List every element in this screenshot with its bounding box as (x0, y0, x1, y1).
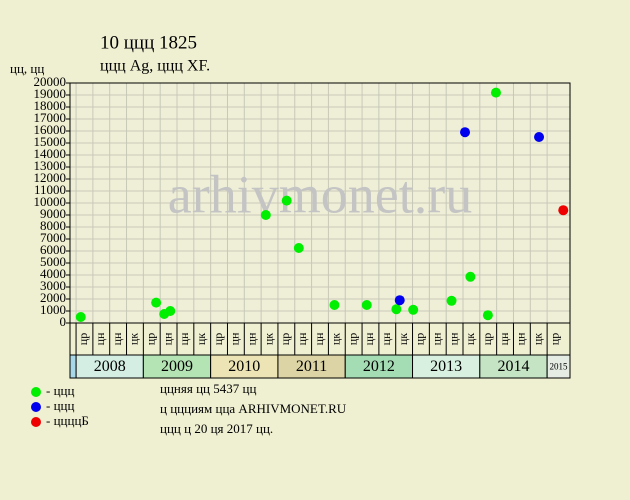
quarter-label: цк (396, 333, 410, 345)
quarter-label: цк (329, 333, 343, 345)
point (281, 195, 292, 206)
y-tick-label: 19000 (34, 86, 67, 101)
legend-label: - ццц (46, 398, 74, 413)
quarter-label: цк (530, 333, 544, 345)
year-label: 2009 (161, 358, 193, 375)
point (260, 210, 271, 220)
quarter-label: цр (278, 333, 292, 345)
y-tick-label: 10000 (34, 194, 67, 209)
point (165, 306, 176, 316)
watermark: arhivmonet.ru (168, 164, 472, 224)
quarter-label: цр (547, 333, 561, 345)
y-tick-label: 6000 (40, 242, 66, 257)
point (465, 271, 476, 282)
chart-subtitle: ццц Ag, ццц XF. (100, 58, 210, 75)
point (151, 297, 162, 308)
year-label: 2015 (550, 362, 569, 372)
quarter-label: цн (228, 332, 242, 345)
y-tick-label: 12000 (34, 170, 67, 185)
quarter-label: цн (244, 332, 258, 345)
chart-title: 10 ццц 1825 (100, 32, 197, 53)
quarter-label: цр (480, 333, 494, 345)
quarter-label: цк (194, 333, 208, 345)
quarter-label: цн (110, 332, 124, 345)
quarter-label: цн (497, 332, 511, 345)
point (394, 295, 405, 306)
legend-label: - ццццБ (46, 413, 89, 428)
year-label: 2014 (497, 358, 529, 375)
y-tick-label: 2000 (40, 290, 66, 305)
year-strip-start (69, 354, 77, 379)
quarter-label: цн (446, 332, 460, 345)
point (534, 132, 545, 142)
y-tick-label: 9000 (40, 206, 66, 221)
quarter-label: цк (261, 333, 275, 345)
quarter-label: цн (295, 332, 309, 345)
point (293, 243, 304, 253)
point (391, 304, 402, 315)
quarter-label: цн (379, 332, 393, 345)
point (329, 300, 340, 310)
quarter-label: цн (160, 332, 174, 345)
year-label: 2010 (228, 358, 260, 375)
legend-label: - ццц (46, 383, 74, 398)
y-tick-label: 17000 (34, 110, 67, 125)
point (490, 87, 501, 98)
point (361, 300, 372, 310)
y-tick-label: 20000 (34, 74, 67, 89)
y-tick-label: 5000 (40, 254, 66, 269)
legend-marker (31, 387, 41, 397)
note: ццц ц 20 ця 2017 цц. (160, 421, 273, 436)
note: ц ццциям цца ARHIVMONET.RU (160, 401, 347, 416)
y-tick-label: 18000 (34, 98, 67, 113)
point (482, 310, 493, 321)
quarter-label: цн (177, 332, 191, 345)
quarter-label: цн (514, 332, 528, 345)
point (75, 312, 86, 322)
year-label: 2011 (296, 358, 327, 375)
quarter-label: цк (127, 333, 141, 345)
quarter-label: цр (211, 333, 225, 345)
y-tick-label: 16000 (34, 122, 67, 137)
y-tick-label: 3000 (40, 278, 66, 293)
year-label: 2008 (94, 358, 126, 375)
quarter-label: цн (93, 332, 107, 345)
plot-border (69, 82, 571, 379)
year-label: 2013 (430, 358, 462, 375)
y-tick-label: 15000 (34, 134, 67, 149)
y-tick-label: 8000 (40, 218, 66, 233)
point (558, 205, 569, 216)
year-label: 2012 (363, 358, 395, 375)
y-tick-label: 13000 (34, 158, 67, 173)
quarter-label: цн (312, 332, 326, 345)
quarter-label: цр (413, 333, 427, 345)
quarter-label: цк (463, 333, 477, 345)
quarter-label: цр (345, 333, 359, 345)
y-tick-label: 7000 (40, 230, 66, 245)
note: ццняя цц 5437 цц (160, 381, 256, 396)
y-axis-label: цц, цц (10, 61, 44, 76)
point (446, 295, 457, 306)
legend-marker (31, 402, 41, 412)
point (460, 127, 471, 138)
quarter-label: цр (76, 333, 90, 345)
legend-marker (31, 417, 41, 427)
y-tick-label: 0 (60, 314, 67, 329)
point (408, 304, 419, 315)
y-tick-label: 1000 (40, 302, 66, 317)
quarter-label: цр (144, 333, 158, 345)
y-tick-label: 11000 (34, 182, 66, 197)
y-tick-label: 14000 (34, 146, 67, 161)
quarter-label: цн (430, 332, 444, 345)
y-tick-label: 4000 (40, 266, 66, 281)
quarter-label: цн (362, 332, 376, 345)
